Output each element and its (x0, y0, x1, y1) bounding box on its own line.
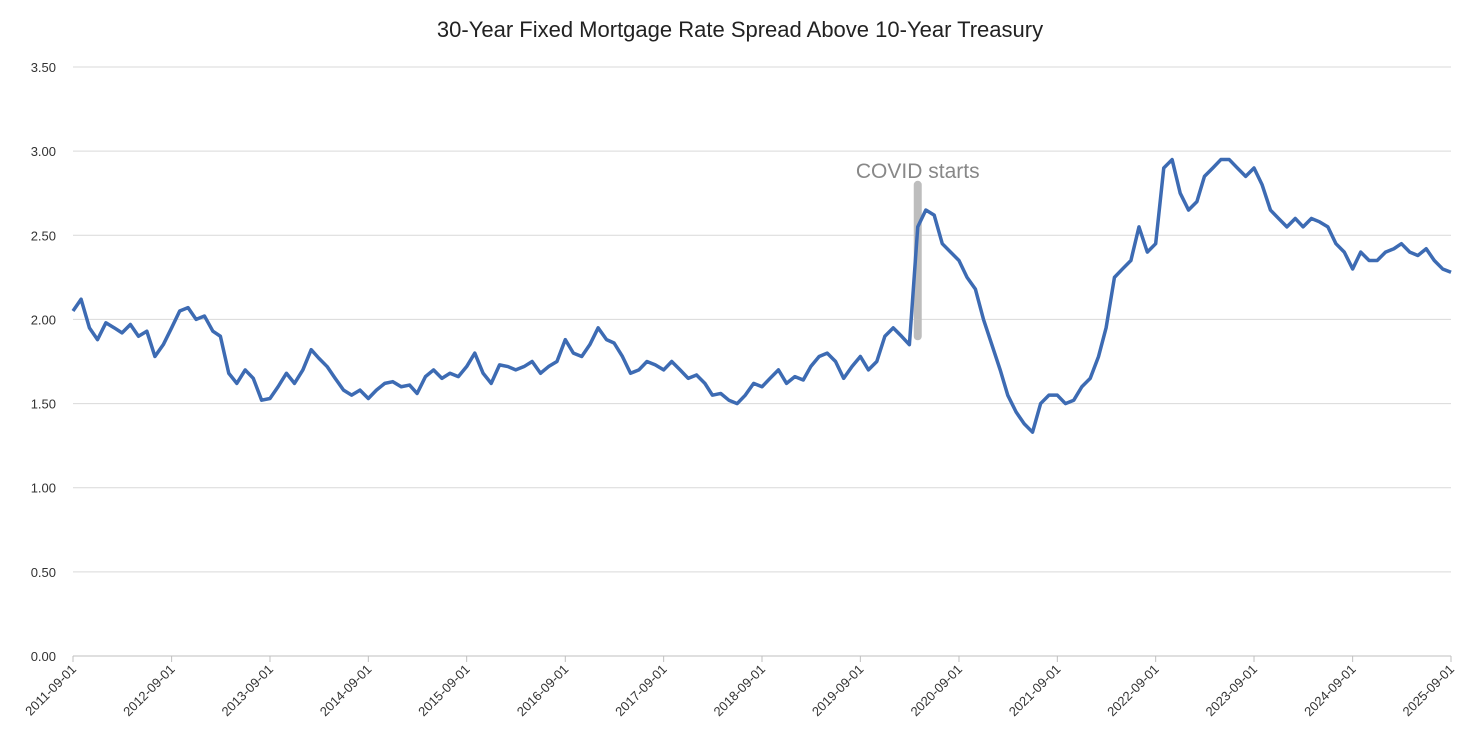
x-tick-label: 2024-09-01 (1301, 662, 1359, 720)
y-tick-label: 2.50 (31, 228, 56, 243)
x-tick-label: 2016-09-01 (514, 662, 572, 720)
y-tick-label: 0.00 (31, 649, 56, 664)
annotation-label: COVID starts (856, 160, 980, 183)
y-tick-label: 3.00 (31, 144, 56, 159)
x-tick-label: 2017-09-01 (612, 662, 670, 720)
y-tick-label: 0.50 (31, 565, 56, 580)
y-tick-label: 1.50 (31, 397, 56, 412)
y-tick-label: 1.00 (31, 481, 56, 496)
x-tick-label: 2021-09-01 (1006, 662, 1064, 720)
x-tick-label: 2012-09-01 (120, 662, 178, 720)
chart-title: 30-Year Fixed Mortgage Rate Spread Above… (437, 17, 1043, 42)
x-tick-label: 2020-09-01 (907, 662, 965, 720)
data-line (71, 157, 1452, 434)
x-tick-label: 2011-09-01 (22, 662, 79, 719)
x-tick-label: 2018-09-01 (710, 662, 768, 720)
y-tick-label: 3.50 (31, 60, 56, 75)
x-tick-label: 2015-09-01 (415, 662, 473, 720)
y-tick-label: 2.00 (31, 312, 56, 327)
x-tick-label: 2013-09-01 (218, 662, 276, 720)
x-tick-label: 2025-09-01 (1399, 662, 1457, 720)
x-tick-label: 2014-09-01 (317, 662, 375, 720)
x-tick-label: 2022-09-01 (1104, 662, 1162, 720)
x-tick-label: 2019-09-01 (809, 662, 867, 720)
x-tick-label: 2023-09-01 (1203, 662, 1261, 720)
